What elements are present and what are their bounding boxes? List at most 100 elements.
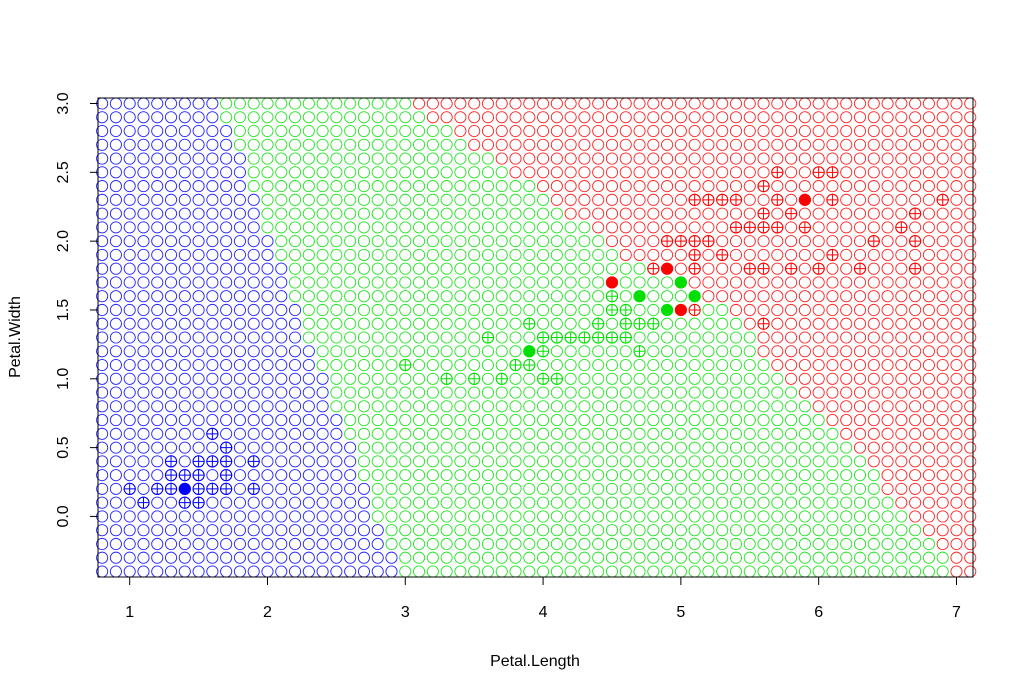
grid-point — [123, 180, 136, 193]
grid-point — [674, 152, 687, 165]
grid-point — [495, 180, 508, 193]
grid-point — [426, 551, 439, 564]
grid-point — [647, 386, 660, 399]
grid-point — [233, 303, 246, 317]
grid-point — [716, 565, 729, 578]
grid-point — [647, 482, 660, 495]
grid-point — [757, 138, 770, 151]
grid-point — [206, 303, 219, 317]
grid-point — [798, 166, 811, 179]
grid-point — [454, 372, 467, 385]
grid-point — [798, 537, 811, 551]
grid-point — [592, 262, 605, 275]
grid-point — [812, 400, 825, 413]
grid-point — [192, 138, 205, 151]
grid-point — [468, 207, 481, 220]
grid-point — [96, 386, 109, 399]
grid-point — [826, 97, 839, 110]
grid-point — [344, 317, 357, 330]
grid-point — [288, 166, 302, 179]
grid-point — [867, 290, 880, 303]
grid-point — [357, 111, 370, 124]
grid-point — [674, 180, 687, 193]
grid-point — [895, 303, 908, 317]
grid-point — [495, 386, 508, 399]
grid-point — [371, 510, 384, 523]
grid-point — [96, 124, 109, 138]
grid-point — [688, 152, 701, 165]
grid-point — [247, 124, 260, 138]
grid-point — [633, 166, 646, 179]
grid-point — [481, 124, 495, 138]
grid-point — [922, 124, 935, 138]
grid-point — [798, 441, 811, 454]
grid-point — [523, 510, 536, 523]
grid-point — [454, 427, 467, 440]
grid-point — [385, 235, 398, 248]
grid-point — [592, 276, 605, 289]
grid-point — [385, 551, 398, 564]
grid-point — [206, 193, 219, 206]
grid-point — [674, 248, 687, 261]
grid-point — [523, 400, 536, 413]
grid-point — [909, 180, 922, 193]
grid-point — [261, 455, 274, 468]
grid-point — [330, 345, 343, 358]
grid-point — [481, 537, 495, 551]
grid-point — [440, 345, 453, 358]
grid-point — [523, 441, 536, 454]
point-cross — [813, 263, 825, 275]
grid-point — [729, 207, 743, 220]
grid-point — [619, 276, 632, 289]
grid-point — [771, 358, 784, 372]
grid-point — [261, 235, 274, 248]
grid-point — [922, 358, 935, 372]
grid-point — [633, 469, 646, 482]
grid-point — [633, 248, 646, 261]
point-cross — [509, 359, 522, 371]
grid-point — [605, 537, 619, 551]
grid-point — [785, 317, 798, 330]
point-cross — [206, 455, 218, 467]
grid-point — [785, 221, 798, 234]
grid-point — [729, 455, 743, 468]
grid-point — [206, 138, 219, 151]
grid-point — [123, 441, 136, 454]
grid-point — [798, 152, 811, 165]
plot-frame — [97, 97, 974, 578]
grid-point — [261, 441, 274, 454]
grid-point — [950, 441, 963, 454]
grid-point — [867, 551, 880, 564]
grid-point — [771, 207, 784, 220]
grid-point — [151, 372, 164, 385]
grid-point — [674, 345, 687, 358]
grid-point — [330, 276, 343, 289]
grid-point — [605, 565, 619, 578]
grid-point — [950, 469, 963, 482]
grid-point — [316, 427, 329, 440]
grid-point — [385, 276, 398, 289]
grid-point — [661, 358, 674, 372]
grid-point — [468, 551, 481, 564]
grid-point — [950, 166, 963, 179]
grid-point — [785, 193, 798, 206]
grid-point — [275, 400, 288, 413]
grid-point — [853, 510, 867, 523]
grid-point — [771, 427, 784, 440]
point-cross — [606, 290, 618, 302]
grid-point — [853, 427, 867, 440]
grid-point — [798, 524, 811, 537]
grid-point — [922, 400, 935, 413]
grid-point — [771, 372, 784, 385]
grid-point — [399, 510, 412, 523]
grid-point — [357, 455, 370, 468]
grid-point — [275, 207, 288, 220]
data-point — [909, 207, 922, 220]
grid-point — [164, 180, 178, 193]
point-cross — [606, 331, 618, 344]
grid-point — [302, 482, 315, 495]
grid-point — [674, 469, 687, 482]
grid-point — [564, 303, 577, 317]
grid-point — [798, 455, 811, 468]
